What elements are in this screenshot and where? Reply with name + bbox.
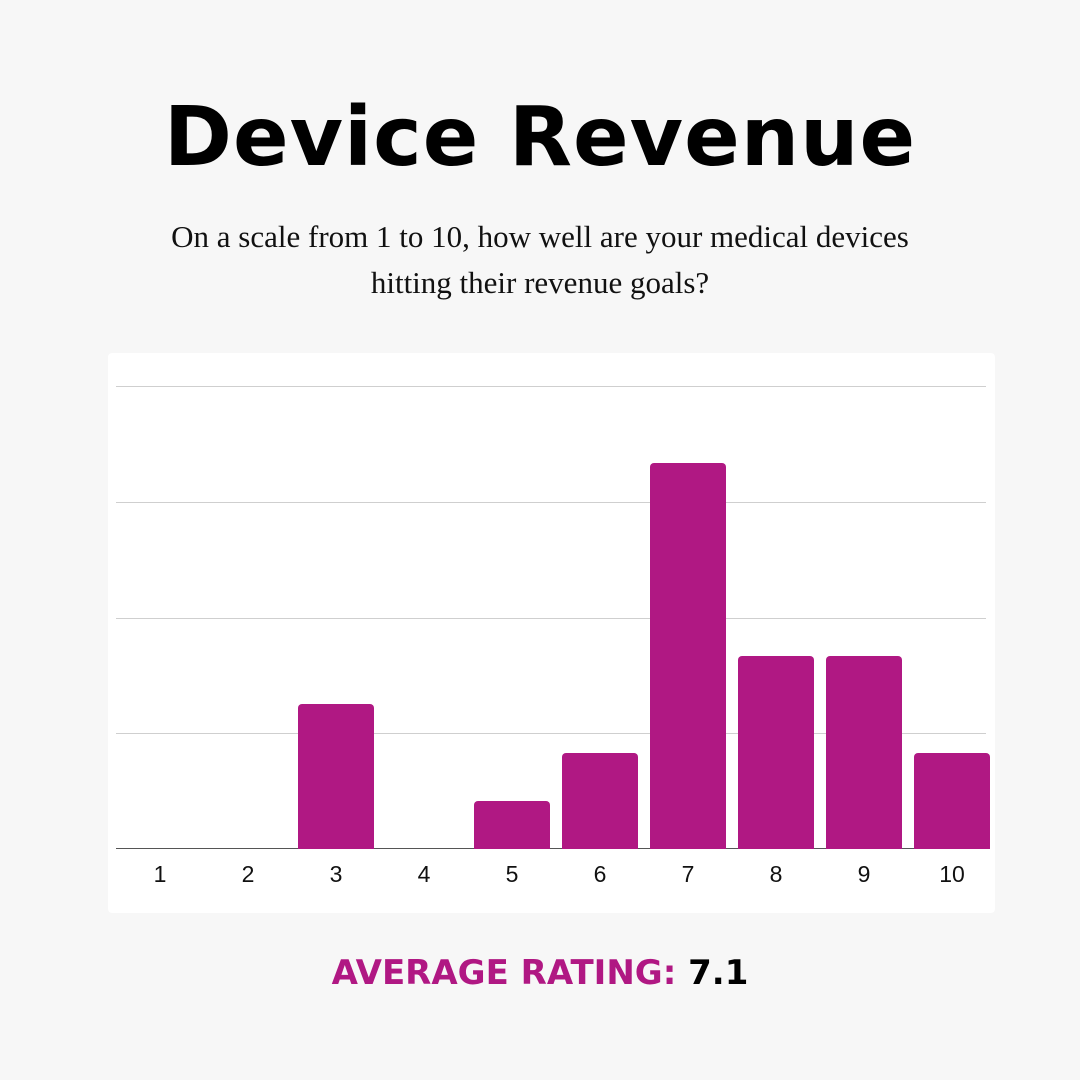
x-tick-label: 9: [857, 861, 871, 887]
plot-area: [116, 386, 990, 849]
gridline: [116, 386, 986, 387]
x-tick-label: 6: [593, 861, 607, 887]
bar-8[interactable]: [738, 656, 814, 849]
x-tick-label: 2: [241, 861, 255, 887]
bar-10[interactable]: [914, 752, 990, 849]
gridline: [116, 733, 986, 735]
chart-card: 1 2 3 4 5 6 7 8 9 10: [108, 353, 995, 913]
bar-3[interactable]: [298, 704, 374, 849]
survey-question: On a scale from 1 to 10, how well are yo…: [171, 219, 909, 300]
bar-9[interactable]: [826, 656, 902, 849]
bar-7[interactable]: [650, 463, 726, 849]
gridline: [116, 617, 986, 619]
x-tick-label: 5: [505, 861, 519, 887]
page-title: Device Revenue: [163, 90, 917, 185]
average-rating-value: 7.1: [688, 953, 749, 993]
x-tick-label: 4: [417, 861, 431, 887]
x-tick-label: 10: [939, 861, 965, 887]
x-tick-label: 3: [329, 861, 343, 887]
x-tick-label: 8: [769, 861, 783, 887]
x-tick-label: 1: [153, 861, 167, 887]
gridline: [116, 501, 986, 503]
x-tick-label: 7: [681, 861, 695, 887]
x-axis-line: [116, 848, 986, 849]
bar-6[interactable]: [562, 752, 638, 849]
bar-5[interactable]: [474, 800, 550, 849]
average-rating-label: AVERAGE RATING:: [331, 953, 677, 993]
average-rating: AVERAGE RATING: 7.1: [0, 948, 1080, 998]
x-axis-labels: 1 2 3 4 5 6 7 8 9 10: [116, 861, 994, 897]
